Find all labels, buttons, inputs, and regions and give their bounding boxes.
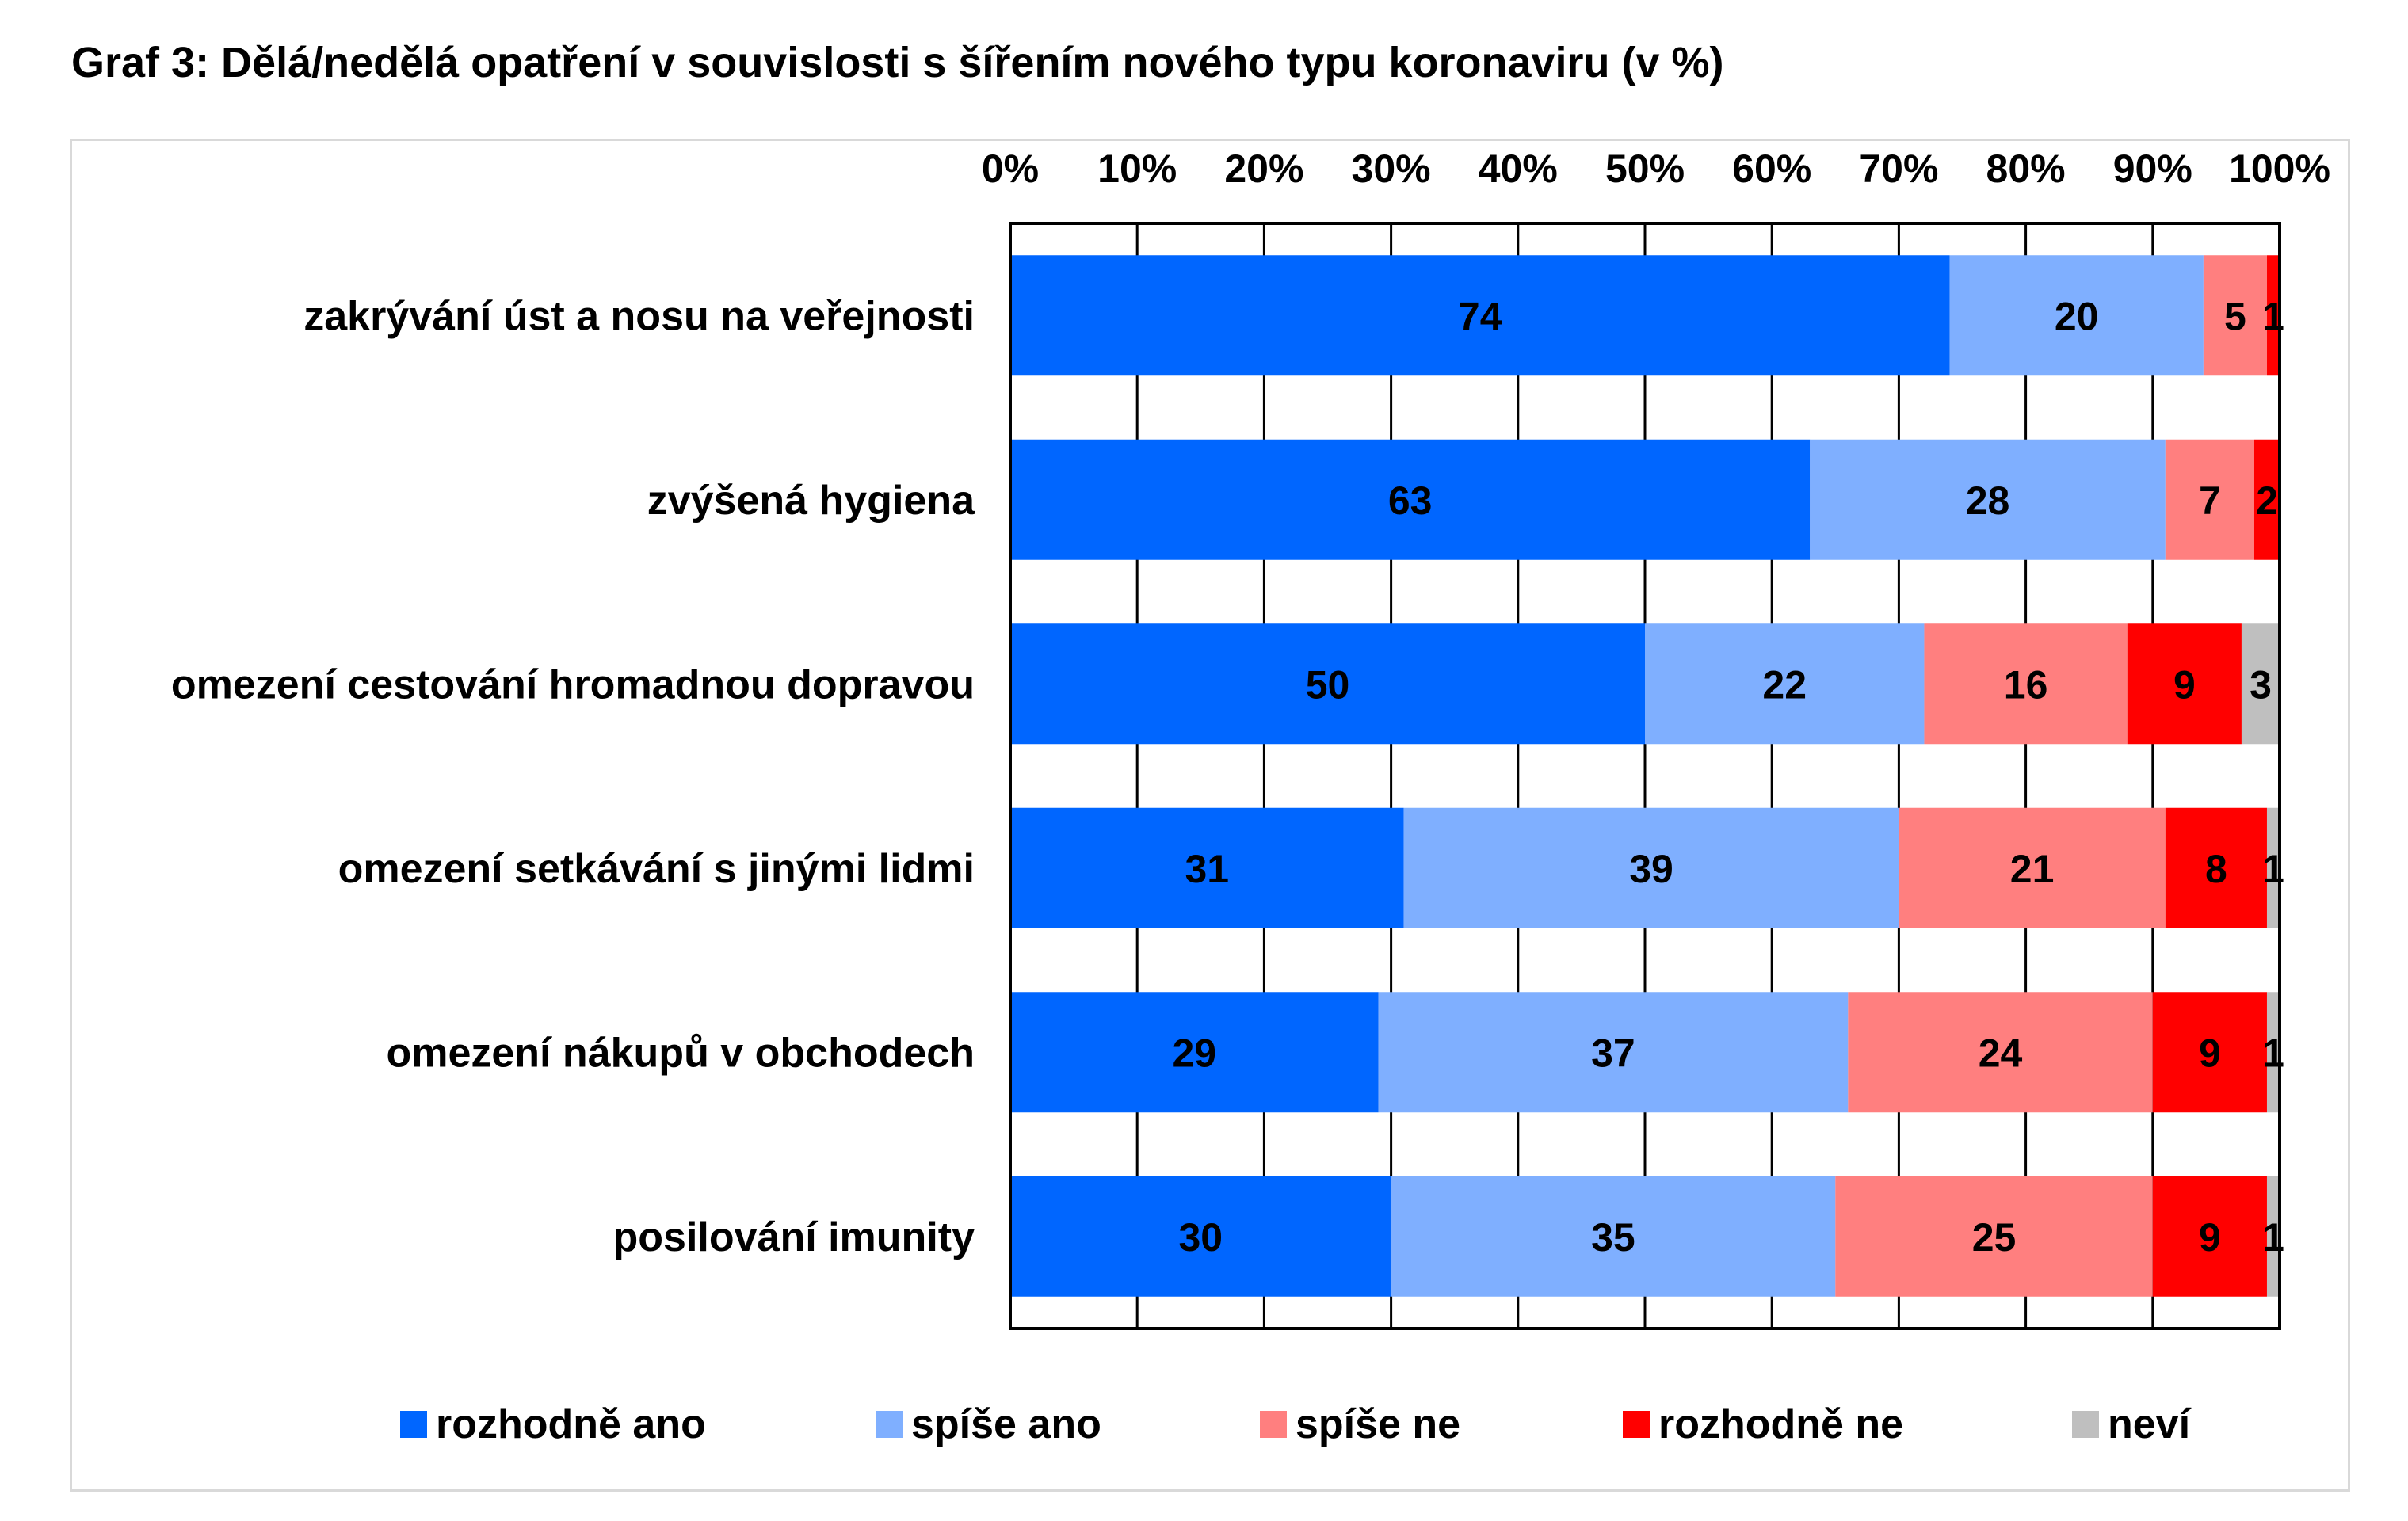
x-tick-label: 40% [1479, 147, 1558, 191]
bar-segment [1010, 1176, 1391, 1297]
data-label: 3 [2250, 662, 2272, 707]
legend-label: spíše ne [1296, 1401, 1460, 1447]
legend-swatch [2072, 1411, 2099, 1438]
data-label: 9 [2173, 662, 2196, 707]
data-label: 31 [1185, 847, 1229, 891]
data-label: 39 [1629, 847, 1673, 891]
bar-segment [2203, 255, 2267, 376]
bar-segment [1010, 623, 1645, 745]
legend-item: rozhodně ne [1623, 1401, 1903, 1447]
legend-swatch [876, 1411, 903, 1438]
x-tick-label: 0% [982, 147, 1039, 191]
data-label: 5 [2224, 294, 2246, 338]
x-tick-label: 30% [1352, 147, 1431, 191]
x-axis: 0% 10% 20% 30% 40% 50% 60% 70% 80% 90% 100% [982, 147, 2330, 1330]
bar-segment [2241, 623, 2280, 745]
x-tick-label: 20% [1224, 147, 1303, 191]
data-label: 8 [2205, 847, 2227, 891]
x-tick-label: 90% [2113, 147, 2192, 191]
bar-segment [2266, 807, 2280, 928]
x-tick-label: 70% [1859, 147, 1938, 191]
legend-item: spíše ano [876, 1401, 1101, 1447]
data-label: 74 [1458, 294, 1502, 338]
bar-segment [1391, 1176, 1836, 1297]
data-label: 2 [2256, 478, 2278, 523]
bar-segment [2152, 992, 2267, 1113]
category-label: posilování imunity [613, 1214, 975, 1260]
data-label: 37 [1591, 1031, 1635, 1075]
bar-segment [2266, 1176, 2280, 1297]
category-label: zvýšená hygiena [647, 478, 975, 524]
data-label: 24 [1979, 1031, 2023, 1075]
bar-segment [2165, 439, 2254, 560]
legend-label: neví [2108, 1401, 2192, 1447]
x-tick-label: 10% [1097, 147, 1177, 191]
legend: rozhodně ano spíše ano spíše ne rozhodně ne… [400, 1401, 2192, 1447]
data-label: 63 [1388, 478, 1433, 523]
data-label: 30 [1178, 1215, 1223, 1260]
bar-segment [2165, 807, 2267, 928]
legend-label: spíše ano [911, 1401, 1101, 1447]
data-label: 20 [2055, 294, 2099, 338]
bar-segment [2127, 623, 2242, 745]
x-tick-label: 100% [2229, 147, 2330, 191]
gridlines [1009, 223, 2281, 1328]
plot-area-border [1009, 222, 2281, 1330]
bars: 74 20 5 163 28 7 250 22 16 9 331 39 21 8 129 37 24 9 130 35… [1010, 255, 2284, 1297]
category-label: omezení cestování hromadnou dopravou [171, 661, 975, 707]
legend-item: rozhodně ano [400, 1401, 706, 1447]
bar-segment [1810, 439, 2166, 560]
chart-title: Graf 3: Dělá/nedělá opatření v souvislos… [71, 39, 1724, 86]
legend-item: neví [2072, 1401, 2192, 1447]
data-label: 7 [2199, 478, 2221, 523]
data-label: 22 [1762, 662, 1807, 707]
bar-segment [1899, 807, 2166, 928]
data-label: 9 [2199, 1215, 2221, 1260]
data-label: 21 [2010, 847, 2055, 891]
bar-segment [1403, 807, 1899, 928]
bar-segment [2266, 992, 2280, 1113]
data-label: 35 [1591, 1215, 1635, 1260]
bar-segment [1645, 623, 1925, 745]
data-label: 29 [1172, 1031, 1216, 1075]
legend-swatch [1260, 1411, 1287, 1438]
bar-segment [1010, 807, 1404, 928]
legend-item: spíše ne [1260, 1401, 1460, 1447]
x-tick-label: 80% [1986, 147, 2066, 191]
category-label: omezení setkávání s jinými lidmi [338, 846, 975, 892]
bar-segment [2152, 1176, 2267, 1297]
bar-segment [2253, 439, 2280, 560]
data-label: 28 [1966, 478, 2010, 523]
bar-segment [2266, 255, 2280, 376]
legend-label: rozhodně ne [1658, 1401, 1903, 1447]
legend-swatch [1623, 1411, 1650, 1438]
bar-segment [1924, 623, 2128, 745]
category-label: zakrývání úst a nosu na veřejnosti [303, 293, 975, 339]
bar-segment [1848, 992, 2153, 1113]
data-label: 25 [1972, 1215, 2017, 1260]
bar-segment [1010, 992, 1379, 1113]
bar-segment [1378, 992, 1849, 1113]
category-label: omezení nákupů v obchodech [386, 1030, 975, 1076]
category-labels: zakrývání úst a nosu na veřejnosti zvýšen… [171, 293, 975, 1260]
bar-segment [1835, 1176, 2153, 1297]
bar-segment [1010, 439, 1811, 560]
x-tick-label: 50% [1605, 147, 1685, 191]
bar-segment [1949, 255, 2204, 376]
legend-swatch [400, 1411, 427, 1438]
x-tick-label: 60% [1732, 147, 1811, 191]
data-label: 9 [2199, 1031, 2221, 1075]
legend-label: rozhodně ano [436, 1401, 706, 1447]
data-label: 50 [1306, 662, 1350, 707]
data-label: 16 [2004, 662, 2048, 707]
bar-segment [1010, 255, 1950, 376]
